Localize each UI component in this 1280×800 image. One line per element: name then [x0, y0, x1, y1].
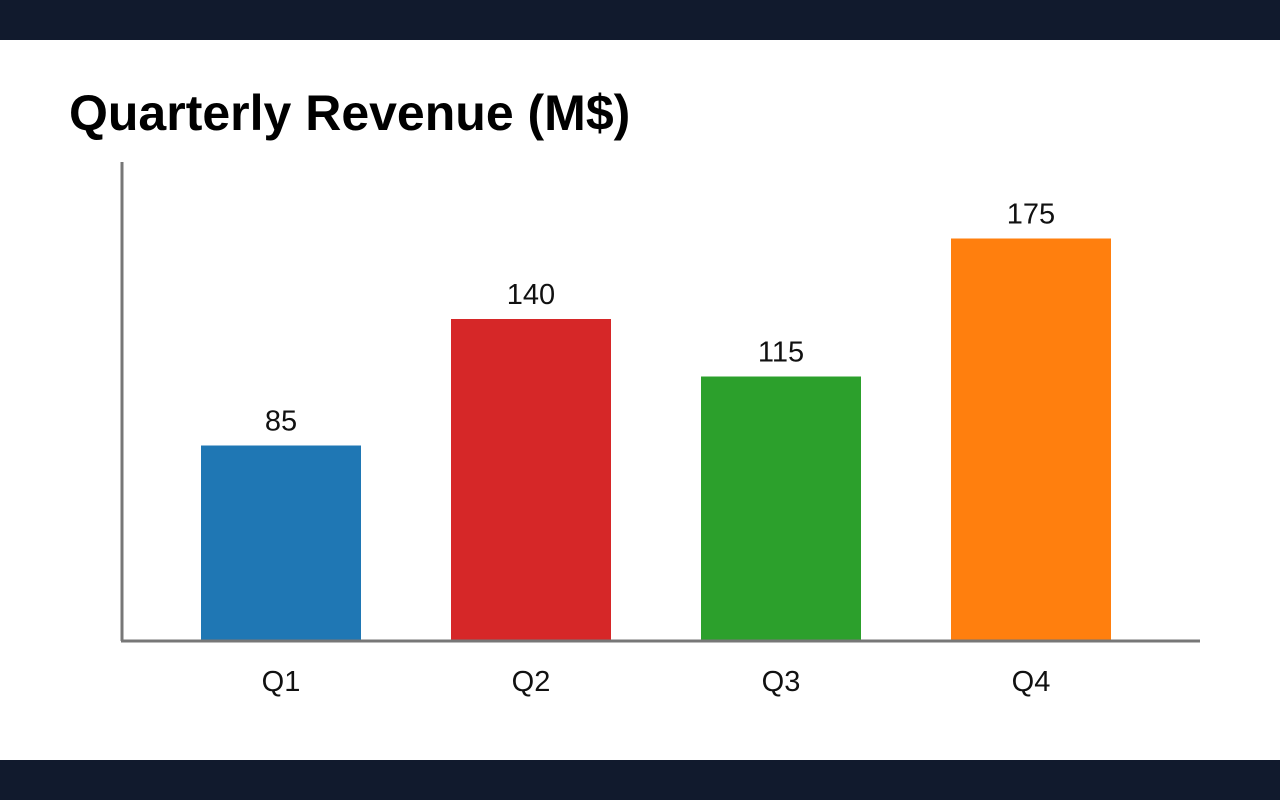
bar-q2 — [451, 319, 611, 641]
x-tick-labels-group: Q1 Q2 Q3 Q4 — [262, 666, 1051, 698]
bar-chart: 85 140 115 175 Q1 Q2 Q3 Q4 — [120, 162, 1200, 698]
bar-q1 — [201, 445, 361, 641]
data-label-q1: 85 — [265, 406, 297, 438]
x-tick-label-q1: Q1 — [262, 666, 301, 698]
chart-panel: Quarterly Revenue (M$) 85 140 115 175 Q1 Q2 Q… — [0, 40, 1280, 760]
data-labels-group: 85 140 115 175 — [265, 199, 1055, 438]
letterbox-top — [0, 0, 1280, 40]
x-tick-label-q3: Q3 — [762, 666, 801, 698]
x-tick-label-q4: Q4 — [1012, 666, 1051, 698]
letterbox-bottom — [0, 760, 1280, 800]
bar-q3 — [701, 376, 861, 641]
data-label-q2: 140 — [507, 279, 555, 311]
bars-group — [201, 238, 1111, 641]
chart-title: Quarterly Revenue (M$) — [69, 85, 631, 141]
x-tick-label-q2: Q2 — [512, 666, 551, 698]
data-label-q3: 115 — [758, 337, 804, 369]
data-label-q4: 175 — [1007, 199, 1055, 231]
bar-q4 — [951, 238, 1111, 641]
